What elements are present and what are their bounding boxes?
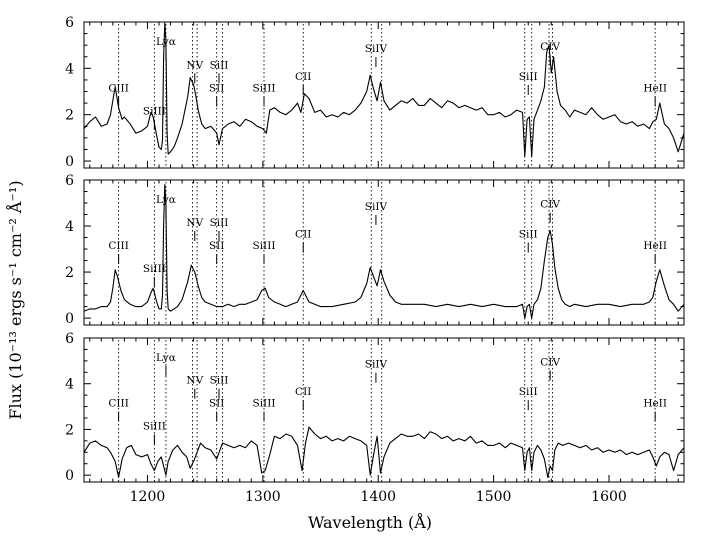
ion-label: CII	[295, 229, 311, 241]
ion-label: CIII	[108, 240, 128, 252]
spectrum-series	[83, 426, 685, 478]
ion-label: SiIV	[365, 359, 388, 371]
y-tick-label: 6	[65, 331, 74, 347]
ion-label: NV	[186, 217, 203, 229]
x-tick-label: 1400	[360, 489, 396, 505]
y-tick-label: 4	[65, 61, 74, 77]
panel-frame	[83, 337, 685, 483]
ion-label: CIII	[108, 83, 128, 95]
y-tick-label: 0	[65, 311, 74, 327]
ion-label: SiIII	[253, 240, 276, 252]
ion-label: SiIII	[143, 420, 166, 432]
ion-label: CIII	[108, 398, 128, 410]
panel-frame	[83, 21, 685, 169]
ion-label: CII	[295, 71, 311, 83]
panel-bottom: 0 2 4 6 1200 1300 1400 1500 1600 CIII SiIII Lyα NV Si…	[65, 331, 685, 505]
ion-label: SiIV	[365, 201, 388, 213]
ion-label: CIV	[540, 199, 560, 211]
y-tick-label: 4	[65, 219, 74, 235]
y-tick-label: 6	[65, 15, 74, 31]
ion-label: Lyα	[156, 352, 176, 364]
ion-label: SiII	[210, 217, 229, 229]
y-tick-label: 2	[65, 265, 74, 281]
ion-label: SiIV	[365, 43, 388, 55]
ion-label: SII	[209, 398, 225, 410]
y-tick-label: 6	[65, 173, 74, 189]
x-tick-label: 1200	[130, 489, 166, 505]
x-tick-label: 1500	[476, 489, 512, 505]
ion-label: SiII	[519, 71, 538, 83]
x-axis-title: Wavelength (Å)	[308, 512, 432, 532]
spectrum-series	[83, 184, 685, 319]
ion-label: SiIII	[143, 106, 166, 118]
panel-frame	[83, 179, 685, 326]
ion-label: HeII	[643, 83, 667, 95]
ion-label: SiIII	[253, 83, 276, 95]
ion-label: CII	[295, 386, 311, 398]
ion-label: SiIII	[143, 263, 166, 275]
ion-label: HeII	[643, 240, 667, 252]
ion-label: SiIII	[253, 398, 276, 410]
panels-group: 0 2 4 6 CIII SiIII Lyα NV SiII SII SiIII CII SiIV SiI…	[65, 15, 685, 505]
ion-label: SiII	[210, 59, 229, 71]
x-tick-label: 1600	[591, 489, 627, 505]
y-tick-label: 2	[65, 422, 74, 438]
ion-label: CIV	[540, 41, 560, 53]
spectrum-series	[83, 22, 685, 157]
ion-label: Lyα	[156, 194, 176, 206]
y-tick-label: 2	[65, 108, 74, 124]
ion-label: SiII	[519, 229, 538, 241]
x-tick-label: 1300	[245, 489, 281, 505]
ion-label: SII	[209, 240, 225, 252]
ion-label: Lyα	[156, 36, 176, 48]
ion-label: NV	[186, 59, 203, 71]
ion-label: CIV	[540, 356, 560, 368]
y-axis-title: Flux (10⁻¹³ ergs s⁻¹ cm⁻² Å⁻¹)	[5, 180, 25, 419]
ion-label: SiII	[519, 386, 538, 398]
ion-label: HeII	[643, 398, 667, 410]
y-tick-label: 4	[65, 377, 74, 393]
ion-label: SII	[209, 83, 225, 95]
y-tick-label: 0	[65, 154, 74, 170]
y-tick-label: 0	[65, 468, 74, 484]
ion-label: SiII	[210, 375, 229, 387]
panel-middle: 0 2 4 6 CIII SiIII Lyα NV SiII SII SiIII CII SiIV SiI…	[65, 173, 685, 327]
panel-top: 0 2 4 6 CIII SiIII Lyα NV SiII SII SiIII CII SiIV SiI…	[65, 15, 685, 170]
ion-label: NV	[186, 375, 203, 387]
